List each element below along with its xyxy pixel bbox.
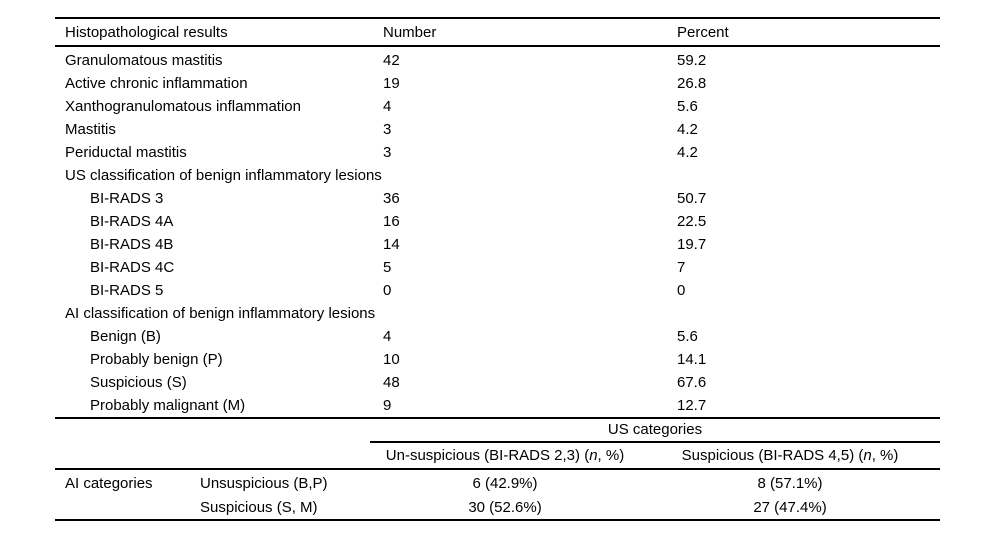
crosstab-row: Suspicious (S, M) 30 (52.6%) 27 (47.4%) <box>55 495 940 519</box>
row-percent: 12.7 <box>677 397 707 414</box>
col-header-italic-n: n <box>863 447 872 464</box>
row-percent: 19.7 <box>677 236 707 253</box>
table-row: BI-RADS 4B 14 19.7 <box>55 233 940 256</box>
crosstab-col-header-suspicious: Suspicious (BI-RADS 4,5) (n, %) <box>640 447 940 464</box>
main-table-body: Granulomatous mastitis 42 59.2 Active ch… <box>55 47 940 419</box>
section-header-row: US classification of benign inflammatory… <box>55 164 940 187</box>
crosstab-span-header-row: US categories <box>55 417 940 443</box>
table-row: BI-RADS 4C 5 7 <box>55 256 940 279</box>
row-percent: 5.6 <box>677 328 698 345</box>
row-number: 3 <box>383 144 392 161</box>
table-row: BI-RADS 5 0 0 <box>55 279 940 302</box>
row-percent: 14.1 <box>677 351 707 368</box>
row-number: 4 <box>383 98 392 115</box>
table-row: Xanthogranulomatous inflammation 4 5.6 <box>55 95 940 118</box>
row-number: 19 <box>383 75 400 92</box>
table-row: BI-RADS 4A 16 22.5 <box>55 210 940 233</box>
col-header-post: , %) <box>871 447 899 464</box>
row-label: Probably malignant (M) <box>90 397 246 414</box>
row-percent: 5.6 <box>677 98 698 115</box>
row-number: 14 <box>383 236 400 253</box>
crosstab-table: US categories Un-suspicious (BI-RADS 2,3… <box>55 417 940 521</box>
row-label: BI-RADS 5 <box>90 282 164 299</box>
col-header-pre: Un-suspicious (BI-RADS 2,3) ( <box>385 447 590 464</box>
row-label: BI-RADS 4C <box>90 259 175 276</box>
section-label: US classification of benign inflammatory… <box>65 167 382 184</box>
row-number: 48 <box>383 374 400 391</box>
col-header-post: , %) <box>597 447 625 464</box>
row-percent: 50.7 <box>677 190 707 207</box>
row-number: 0 <box>383 282 392 299</box>
table-row: Probably benign (P) 10 14.1 <box>55 348 940 371</box>
row-group-label: AI categories <box>65 474 153 492</box>
row-percent: 59.2 <box>677 52 707 69</box>
crosstab-value-suspicious: 8 (57.1%) <box>757 474 823 492</box>
row-label: Benign (B) <box>90 328 161 345</box>
main-table-header-row: Histopathological results Number Percent <box>55 17 940 47</box>
crosstab-col-header-unsuspicious: Un-suspicious (BI-RADS 2,3) (n, %) <box>370 447 640 464</box>
row-percent: 4.2 <box>677 121 698 138</box>
row-number: 9 <box>383 397 392 414</box>
row-number: 36 <box>383 190 400 207</box>
row-percent: 67.6 <box>677 374 707 391</box>
row-percent: 7 <box>677 259 686 276</box>
table-row: Mastitis 3 4.2 <box>55 118 940 141</box>
row-percent: 0 <box>677 282 686 299</box>
crosstab-body: AI categories Unsuspicious (B,P) 6 (42.9… <box>55 470 940 521</box>
table-row: BI-RADS 3 36 50.7 <box>55 187 940 210</box>
header-percent: Percent <box>677 23 729 41</box>
main-table: Histopathological results Number Percent… <box>55 17 940 419</box>
row-label: BI-RADS 3 <box>90 190 164 207</box>
row-number: 4 <box>383 328 392 345</box>
row-label: Granulomatous mastitis <box>65 52 223 69</box>
row-label: Xanthogranulomatous inflammation <box>65 98 301 115</box>
header-number: Number <box>383 23 437 41</box>
crosstab-row-label: Unsuspicious (B,P) <box>200 474 328 492</box>
row-percent: 4.2 <box>677 144 698 161</box>
row-percent: 26.8 <box>677 75 707 92</box>
table-row: Benign (B) 4 5.6 <box>55 325 940 348</box>
crosstab-column-header-row: Un-suspicious (BI-RADS 2,3) (n, %) Suspi… <box>55 443 940 470</box>
row-label: Active chronic inflammation <box>65 75 248 92</box>
row-number: 42 <box>383 52 400 69</box>
table-row: Probably malignant (M) 9 12.7 <box>55 394 940 417</box>
table-row: Granulomatous mastitis 42 59.2 <box>55 49 940 72</box>
section-header-row: AI classification of benign inflammatory… <box>55 302 940 325</box>
row-label: BI-RADS 4A <box>90 213 174 230</box>
row-label: Suspicious (S) <box>90 374 187 391</box>
crosstab-row: AI categories Unsuspicious (B,P) 6 (42.9… <box>55 471 940 495</box>
crosstab-blank-cell <box>55 417 370 443</box>
row-percent: 22.5 <box>677 213 707 230</box>
row-label: Probably benign (P) <box>90 351 223 368</box>
row-number: 3 <box>383 121 392 138</box>
crosstab-value-unsuspicious: 30 (52.6%) <box>468 498 542 516</box>
crosstab-value-suspicious: 27 (47.4%) <box>753 498 827 516</box>
row-number: 5 <box>383 259 392 276</box>
row-label: BI-RADS 4B <box>90 236 174 253</box>
crosstab-span-header: US categories <box>370 417 940 443</box>
table-row: Suspicious (S) 48 67.6 <box>55 371 940 394</box>
crosstab-row-label: Suspicious (S, M) <box>200 498 318 516</box>
col-header-italic-n: n <box>589 447 598 464</box>
table-row: Active chronic inflammation 19 26.8 <box>55 72 940 95</box>
row-number: 10 <box>383 351 400 368</box>
table-row: Periductal mastitis 3 4.2 <box>55 141 940 164</box>
row-label: Mastitis <box>65 121 116 138</box>
col-header-pre: Suspicious (BI-RADS 4,5) ( <box>681 447 864 464</box>
row-number: 16 <box>383 213 400 230</box>
section-label: AI classification of benign inflammatory… <box>65 305 376 322</box>
header-results: Histopathological results <box>65 23 228 41</box>
crosstab-value-unsuspicious: 6 (42.9%) <box>472 474 538 492</box>
row-label: Periductal mastitis <box>65 144 187 161</box>
